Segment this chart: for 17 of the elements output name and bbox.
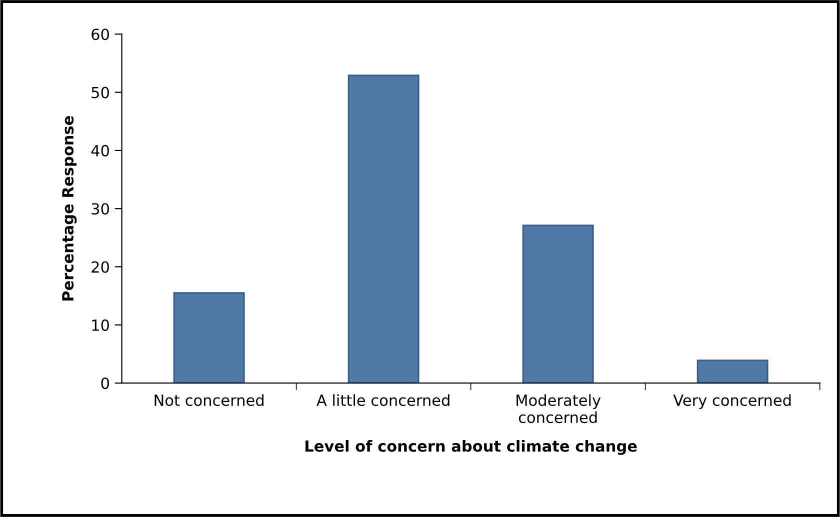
x-tick-label: Very concerned <box>673 394 791 409</box>
y-tick-label: 50 <box>92 86 109 98</box>
y-tick-label: 40 <box>91 144 109 156</box>
y-axis-title: Percentage Response <box>62 116 77 301</box>
bar <box>348 74 420 384</box>
x-tick-label: Moderately concerned <box>516 394 601 424</box>
y-tick-label: 60 <box>92 28 109 40</box>
x-tick-label: A little concerned <box>316 394 450 406</box>
bar <box>696 360 768 384</box>
bar <box>173 292 245 384</box>
y-tick-label: 20 <box>92 261 109 273</box>
y-tick-label: 10 <box>92 319 109 331</box>
x-tick-label: Not concerned <box>154 394 264 406</box>
x-axis-title: Level of concern about climate change <box>306 440 637 455</box>
y-tick-label: 30 <box>92 203 109 215</box>
y-tick-label: 0 <box>101 378 109 390</box>
bar <box>522 224 594 384</box>
